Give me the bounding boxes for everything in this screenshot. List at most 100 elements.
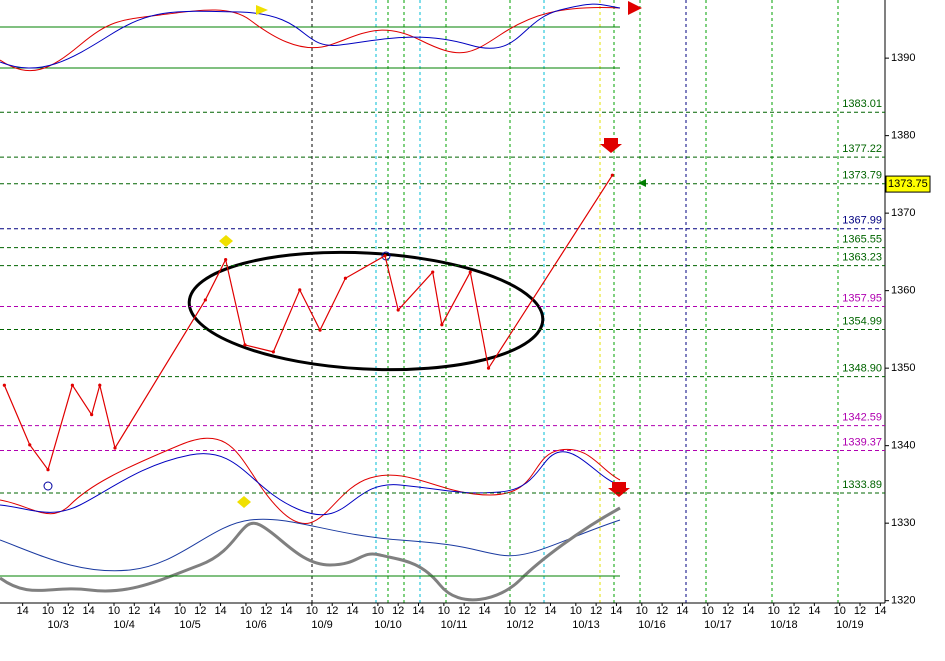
yellow-marker bbox=[256, 5, 268, 15]
pivot bbox=[70, 383, 74, 387]
date-label: 10/12 bbox=[506, 619, 534, 631]
level-label: 1365.55 bbox=[842, 234, 882, 246]
signal-markers bbox=[43, 1, 646, 508]
x-tick-label: 10 bbox=[438, 605, 450, 617]
level-label: 1367.99 bbox=[842, 215, 882, 227]
x-tick-label: 10 bbox=[570, 605, 582, 617]
date-label: 10/3 bbox=[47, 619, 68, 631]
y-tick-label: 1320 bbox=[891, 595, 915, 607]
top-oscillator bbox=[0, 3, 621, 72]
date-label: 10/9 bbox=[311, 619, 332, 631]
x-tick-label: 12 bbox=[194, 605, 206, 617]
pivot bbox=[203, 298, 207, 302]
x-tick-label: 12 bbox=[62, 605, 74, 617]
x-tick-label: 10 bbox=[42, 605, 54, 617]
pivot bbox=[90, 413, 94, 417]
y-tick-label: 1350 bbox=[891, 362, 915, 374]
osc-fast bbox=[0, 7, 621, 72]
level-label: 1373.79 bbox=[842, 170, 882, 182]
pivot bbox=[318, 328, 322, 332]
x-tick-label: 14 bbox=[148, 605, 160, 617]
x-tick-label: 14 bbox=[280, 605, 292, 617]
range-ellipse bbox=[187, 250, 545, 372]
date-label: 10/5 bbox=[179, 619, 200, 631]
x-tick-label: 12 bbox=[260, 605, 272, 617]
level-label: 1333.89 bbox=[842, 479, 882, 491]
date-label: 10/17 bbox=[704, 619, 732, 631]
x-tick-label: 12 bbox=[392, 605, 404, 617]
x-tick-label: 14 bbox=[874, 605, 886, 617]
osc-slow bbox=[0, 3, 621, 69]
date-label: 10/11 bbox=[441, 619, 468, 631]
x-tick-label: 12 bbox=[128, 605, 140, 617]
date-label: 10/16 bbox=[638, 619, 666, 631]
level-label: 1348.90 bbox=[842, 363, 882, 375]
level-label: 1354.99 bbox=[842, 315, 882, 327]
pivot bbox=[46, 468, 50, 472]
x-tick-label: 10 bbox=[834, 605, 846, 617]
level-label: 1383.01 bbox=[842, 98, 882, 110]
date-label: 10/10 bbox=[374, 619, 402, 631]
x-tick-label: 10 bbox=[636, 605, 648, 617]
x-tick-label: 10 bbox=[108, 605, 120, 617]
y-tick-label: 1360 bbox=[891, 285, 915, 297]
bottom-oscillator bbox=[0, 437, 621, 602]
yellow-marker bbox=[219, 235, 233, 247]
x-tick-label: 14 bbox=[610, 605, 622, 617]
date-label: 10/6 bbox=[245, 619, 266, 631]
pivot bbox=[224, 258, 228, 262]
pivot bbox=[486, 366, 491, 370]
x-tick-label: 10 bbox=[174, 605, 186, 617]
circle-marker bbox=[43, 481, 53, 491]
x-tick-label: 12 bbox=[326, 605, 338, 617]
pivot bbox=[271, 350, 275, 354]
x-tick-label: 10 bbox=[306, 605, 318, 617]
x-tick-label: 14 bbox=[412, 605, 424, 617]
level-label: 1363.23 bbox=[842, 252, 882, 264]
x-tick-label: 14 bbox=[478, 605, 490, 617]
x-tick-label: 12 bbox=[854, 605, 866, 617]
date-label: 10/18 bbox=[770, 619, 798, 631]
last-price-box bbox=[885, 175, 931, 193]
y-tick-label: 1370 bbox=[891, 207, 915, 219]
level-label: 1342.59 bbox=[842, 411, 882, 423]
pivot bbox=[28, 443, 32, 447]
x-tick-label: 10 bbox=[372, 605, 384, 617]
date-label: 10/4 bbox=[113, 619, 134, 631]
red-arrow bbox=[600, 138, 622, 153]
pivot bbox=[298, 288, 302, 292]
x-tick-label: 10 bbox=[504, 605, 516, 617]
x-tick-label: 12 bbox=[788, 605, 800, 617]
x-tick-label: 12 bbox=[590, 605, 602, 617]
date-label: 10/19 bbox=[836, 619, 864, 631]
pivot bbox=[243, 343, 247, 347]
momentum bbox=[0, 518, 621, 572]
pivot bbox=[2, 383, 6, 387]
x-tick-label: 14 bbox=[214, 605, 226, 617]
x-tick-label: 14 bbox=[742, 605, 754, 617]
momentum-slow bbox=[0, 506, 621, 602]
x-tick-label: 12 bbox=[722, 605, 734, 617]
pivot bbox=[610, 173, 614, 177]
y-tick-label: 1380 bbox=[891, 130, 915, 142]
x-tick-label: 14 bbox=[676, 605, 688, 617]
y-tick-label: 1330 bbox=[891, 517, 915, 529]
x-tick-label: 10 bbox=[240, 605, 252, 617]
x-tick-label: 12 bbox=[524, 605, 536, 617]
pivot bbox=[440, 323, 444, 327]
y-tick-label: 1340 bbox=[891, 440, 915, 452]
pivot bbox=[468, 270, 472, 274]
level-label: 1339.37 bbox=[842, 436, 882, 448]
pivot bbox=[113, 446, 117, 450]
red-arrow bbox=[608, 482, 630, 497]
y-tick-label: 1390 bbox=[891, 52, 915, 64]
x-tick-label: 14 bbox=[808, 605, 820, 617]
x-tick-label: 14 bbox=[82, 605, 94, 617]
level-label: 1357.95 bbox=[842, 292, 882, 304]
x-tick-label: 12 bbox=[458, 605, 470, 617]
level-label: 1377.22 bbox=[842, 143, 882, 155]
pivot bbox=[431, 270, 435, 274]
red-arrow bbox=[628, 1, 642, 15]
